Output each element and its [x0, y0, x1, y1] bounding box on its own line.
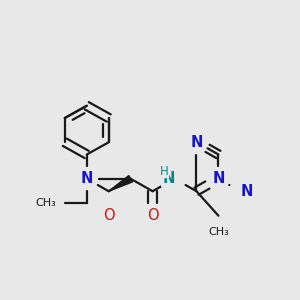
Text: N: N [190, 134, 203, 149]
Polygon shape [109, 176, 133, 191]
Text: CH₃: CH₃ [35, 198, 56, 208]
Text: N: N [240, 184, 253, 199]
Text: N: N [162, 171, 175, 186]
Text: N: N [212, 171, 225, 186]
Text: CH₃: CH₃ [208, 226, 229, 237]
Text: O: O [147, 208, 158, 223]
Text: N: N [81, 171, 93, 186]
Text: H: H [160, 165, 169, 178]
Text: O: O [103, 208, 115, 223]
